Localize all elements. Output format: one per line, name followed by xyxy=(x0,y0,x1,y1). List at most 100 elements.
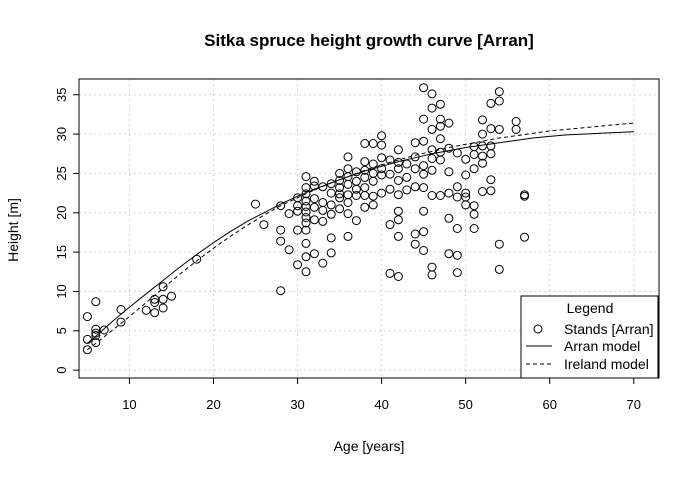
stand-point xyxy=(301,238,311,248)
stand-point xyxy=(284,209,294,219)
stand-point xyxy=(276,236,286,246)
stand-point xyxy=(343,231,353,241)
stand-point xyxy=(351,184,361,194)
stand-point xyxy=(343,190,353,200)
stand-point xyxy=(335,168,345,178)
stand-point xyxy=(393,157,403,167)
stand-point xyxy=(192,254,202,264)
stand-point xyxy=(444,118,454,128)
stand-point xyxy=(461,154,471,164)
stand-point xyxy=(393,272,403,281)
stand-point xyxy=(452,182,462,192)
stand-point xyxy=(393,231,403,241)
stand-point xyxy=(427,154,437,163)
x-axis: 10 20 30 40 50 60 70 xyxy=(122,378,641,412)
y-tick-label: 10 xyxy=(54,284,69,298)
stand-point xyxy=(158,303,168,313)
stand-point xyxy=(511,124,521,134)
stand-point xyxy=(368,200,378,210)
stand-point xyxy=(469,209,479,219)
stand-point xyxy=(335,176,345,185)
stand-point xyxy=(402,159,412,169)
stand-point xyxy=(435,155,445,165)
legend-marker-points xyxy=(533,324,543,334)
stand-point xyxy=(393,164,403,174)
y-axis: 0 5 10 15 20 25 30 35 xyxy=(54,88,79,374)
stand-point xyxy=(360,191,370,200)
stand-point xyxy=(478,129,487,139)
stand-point xyxy=(368,176,378,186)
stand-point xyxy=(393,176,403,185)
stand-point xyxy=(326,179,336,189)
stand-point xyxy=(301,189,311,199)
stand-point xyxy=(452,148,462,158)
stand-point xyxy=(410,152,420,162)
stand-point xyxy=(427,165,437,175)
stand-point xyxy=(158,282,168,292)
stand-point xyxy=(419,114,429,124)
stand-point xyxy=(343,209,353,219)
plot-frame xyxy=(78,78,660,379)
x-tick-label: 60 xyxy=(542,397,556,412)
stand-point xyxy=(435,114,445,124)
legend-entry-ireland: Ireland model xyxy=(564,356,649,372)
stand-point xyxy=(360,183,370,193)
stand-point xyxy=(393,206,403,216)
stand-point xyxy=(494,264,504,274)
stand-point xyxy=(326,209,336,219)
stand-point xyxy=(410,138,420,148)
stand-point xyxy=(435,191,445,200)
stand-point xyxy=(469,164,479,174)
stand-point xyxy=(326,188,336,198)
x-tick-label: 10 xyxy=(122,397,136,412)
legend-entry-stands: Stands [Arran] xyxy=(564,321,654,337)
stand-point xyxy=(360,139,370,148)
x-axis-label: Age [years] xyxy=(334,438,405,454)
stand-point xyxy=(318,205,328,215)
stand-point xyxy=(91,297,101,307)
stand-point xyxy=(435,121,445,131)
x-tick-label: 70 xyxy=(627,397,641,412)
stand-point xyxy=(158,294,168,304)
stand-point xyxy=(377,188,387,198)
stand-point xyxy=(419,161,429,171)
stand-point xyxy=(478,151,487,161)
stand-point xyxy=(82,345,92,355)
stand-point xyxy=(427,103,437,113)
stand-point xyxy=(301,267,311,277)
stand-point xyxy=(494,96,504,106)
stand-point xyxy=(435,99,445,109)
stand-point xyxy=(276,286,286,296)
stand-point xyxy=(343,179,353,189)
stand-point xyxy=(419,183,429,193)
stand-point xyxy=(116,305,126,314)
stand-point xyxy=(402,172,412,182)
stand-point xyxy=(486,98,496,108)
stand-point xyxy=(150,298,160,307)
stand-point xyxy=(427,270,437,280)
stand-point xyxy=(276,225,286,235)
stand-point xyxy=(99,325,109,335)
stand-point xyxy=(478,187,487,196)
stand-point xyxy=(318,198,328,207)
chart-title: Sitka spruce height growth curve [Arran] xyxy=(204,31,534,50)
stand-point xyxy=(309,194,319,204)
stand-point xyxy=(293,260,303,270)
stand-point xyxy=(402,185,412,195)
stand-point xyxy=(427,262,437,272)
stand-point xyxy=(385,155,395,165)
stand-point xyxy=(385,268,395,278)
stand-point xyxy=(351,216,361,226)
stand-point xyxy=(141,305,151,315)
stand-point xyxy=(82,312,92,322)
stand-point xyxy=(301,183,311,193)
y-tick-label: 35 xyxy=(54,88,69,102)
stand-point xyxy=(326,233,336,243)
y-tick-label: 30 xyxy=(54,127,69,141)
stand-point xyxy=(419,206,429,216)
stand-point xyxy=(318,216,328,226)
stand-point xyxy=(444,167,454,177)
stand-point xyxy=(419,136,429,146)
stand-point xyxy=(377,164,387,174)
stand-point xyxy=(494,124,504,134)
